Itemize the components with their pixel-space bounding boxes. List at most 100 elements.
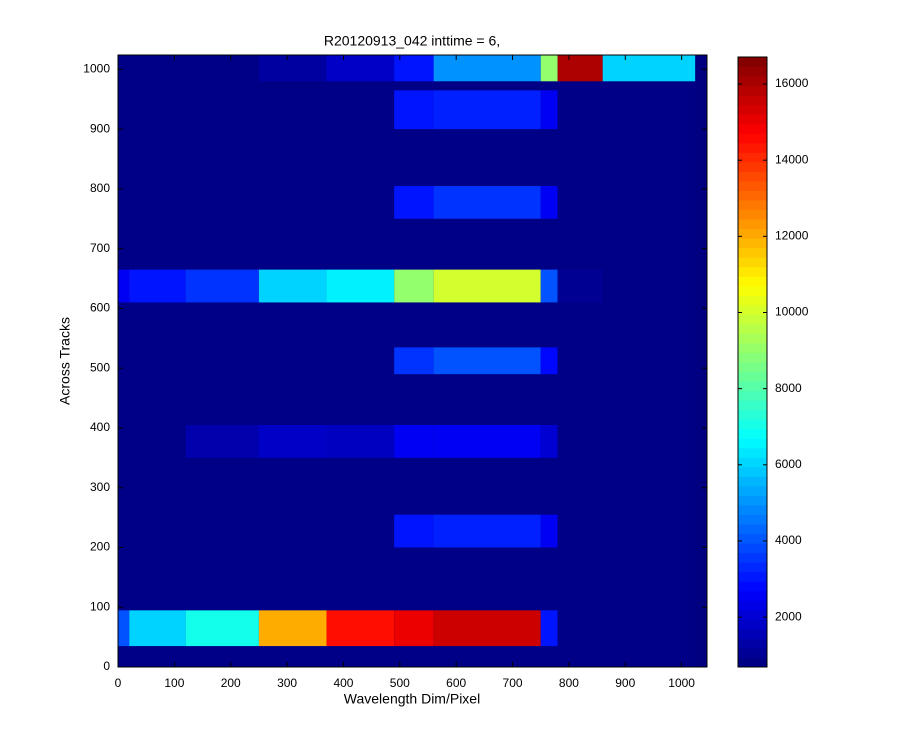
heatmap-cell — [540, 218, 558, 270]
heatmap-cell — [602, 90, 696, 130]
heatmap-cell — [118, 646, 130, 667]
heatmap-cell — [258, 374, 327, 425]
colorbar-swatch — [738, 152, 767, 163]
colorbar-swatch — [738, 524, 767, 535]
heatmap-cell — [433, 457, 541, 515]
colorbar-swatch — [738, 247, 767, 258]
heatmap-cell — [433, 269, 541, 303]
heatmap-cell — [118, 610, 130, 647]
heatmap-cell — [433, 547, 541, 611]
heatmap-cell — [540, 457, 558, 515]
heatmap-cell — [602, 424, 696, 458]
heatmap-cell — [258, 269, 327, 303]
heatmap-cell — [602, 646, 696, 667]
heatmap-cell — [394, 514, 434, 548]
x-tick-label: 100 — [164, 676, 184, 690]
colorbar-swatch — [738, 219, 767, 230]
heatmap-cell — [557, 374, 603, 425]
heatmap-cell — [326, 547, 395, 611]
heatmap-cell — [602, 374, 696, 425]
heatmap-cell — [326, 610, 395, 647]
heatmap-cell — [433, 646, 541, 667]
y-tick-label: 900 — [90, 121, 110, 135]
heatmap-cell — [540, 302, 558, 348]
heatmap-cell — [433, 90, 541, 130]
heatmap-cell — [557, 302, 603, 348]
heatmap-cell — [602, 547, 696, 611]
heatmap-cell — [185, 610, 259, 647]
y-tick-label: 300 — [90, 480, 110, 494]
heatmap-cell — [326, 514, 395, 548]
heatmap-cell — [602, 185, 696, 219]
colorbar-swatch — [738, 285, 767, 296]
heatmap-cell — [433, 374, 541, 425]
heatmap-cell — [118, 218, 130, 270]
heatmap-cell — [185, 457, 259, 515]
heatmap-cell — [118, 514, 130, 548]
heatmap-cell — [540, 514, 558, 548]
colorbar-swatch — [738, 352, 767, 363]
heatmap-cell — [394, 457, 434, 515]
heatmap-cell — [557, 185, 603, 219]
colorbar-swatch — [738, 276, 767, 287]
heatmap-cell — [394, 55, 434, 82]
heatmap-cell — [602, 81, 696, 91]
heatmap-cell — [129, 347, 186, 375]
colorbar-swatch — [738, 466, 767, 477]
heatmap-cell — [326, 374, 395, 425]
heatmap-cell — [258, 347, 327, 375]
heatmap-cell — [185, 81, 259, 91]
plot-frame — [117, 54, 708, 668]
heatmap-cell — [326, 218, 395, 270]
heatmap-cell — [129, 129, 186, 186]
colorbar-swatch — [738, 438, 767, 449]
colorbar-swatch — [738, 390, 767, 401]
y-tick-label: 0 — [103, 659, 110, 673]
heatmap-cell — [602, 218, 696, 270]
heatmap-cell — [540, 90, 558, 130]
heatmap-cell — [602, 55, 696, 82]
colorbar-swatch — [738, 66, 767, 77]
heatmap-cell — [394, 129, 434, 186]
heatmap-cell — [557, 547, 603, 611]
x-tick-label: 800 — [559, 676, 579, 690]
colorbar-swatch — [738, 381, 767, 392]
heatmap-cell — [394, 646, 434, 667]
x-tick-label: 1000 — [668, 676, 695, 690]
heatmap-cell — [433, 81, 541, 91]
colorbar-swatch — [738, 400, 767, 411]
colorbar-swatch — [738, 628, 767, 639]
colorbar-swatch — [738, 342, 767, 353]
heatmap-cell — [118, 269, 130, 303]
y-tick-label: 100 — [90, 599, 110, 613]
colorbar-swatch — [738, 114, 767, 125]
heatmap-cell — [185, 646, 259, 667]
heatmap-cell — [118, 374, 130, 425]
colorbar-swatch — [738, 581, 767, 592]
heatmap-cell — [129, 646, 186, 667]
heatmap-cell — [185, 547, 259, 611]
colorbar-swatch — [738, 485, 767, 496]
heatmap-cell — [394, 347, 434, 375]
x-axis-label: Wavelength Dim/Pixel — [344, 691, 480, 707]
heatmap-cell — [433, 347, 541, 375]
colorbar-swatch — [738, 209, 767, 220]
x-tick-label: 300 — [277, 676, 297, 690]
colorbar-swatch — [738, 142, 767, 153]
heatmap-cell — [557, 457, 603, 515]
heatmap-cell — [433, 424, 541, 458]
heatmap-cell — [540, 81, 558, 91]
heatmap-cell — [602, 302, 696, 348]
heatmap-cell — [394, 302, 434, 348]
heatmap-cell — [258, 302, 327, 348]
colorbar-swatch — [738, 590, 767, 601]
heatmap-cell — [433, 218, 541, 270]
heatmap-cell — [602, 514, 696, 548]
heatmap-cell — [602, 129, 696, 186]
colorbar-swatch — [738, 495, 767, 506]
x-tick-label: 400 — [333, 676, 353, 690]
heatmap-cell — [185, 185, 259, 219]
heatmap-cell — [326, 129, 395, 186]
heatmap-cell — [185, 514, 259, 548]
